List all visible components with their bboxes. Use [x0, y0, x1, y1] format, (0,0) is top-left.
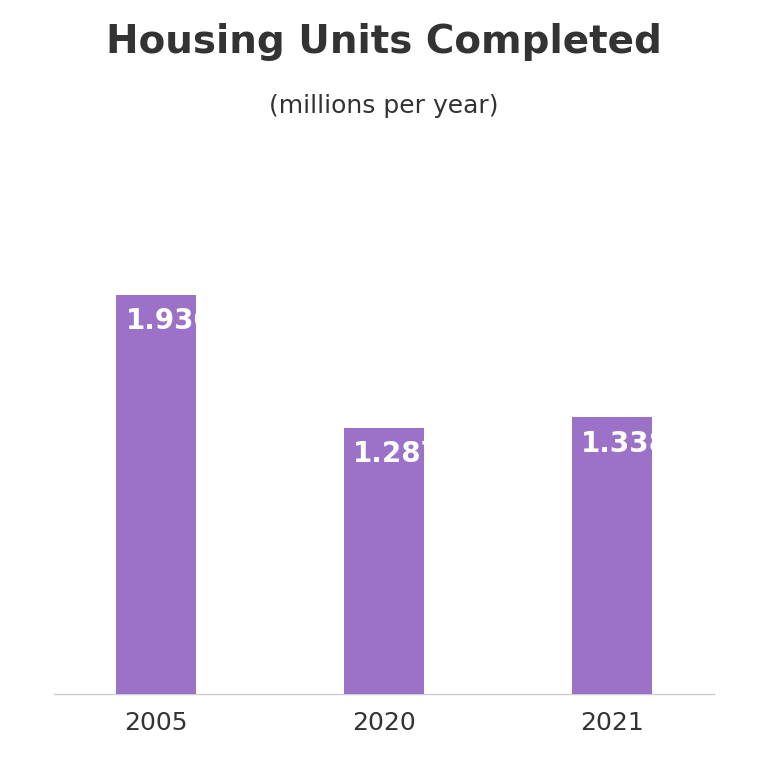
Text: 1.287: 1.287 — [353, 441, 442, 468]
Text: (millions per year): (millions per year) — [270, 94, 498, 118]
Text: 1.338: 1.338 — [581, 430, 669, 458]
Bar — [117, 295, 196, 694]
Text: 1.930: 1.930 — [125, 307, 214, 335]
Bar — [572, 417, 651, 694]
Bar — [344, 428, 424, 694]
Text: Housing Units Completed: Housing Units Completed — [106, 23, 662, 62]
